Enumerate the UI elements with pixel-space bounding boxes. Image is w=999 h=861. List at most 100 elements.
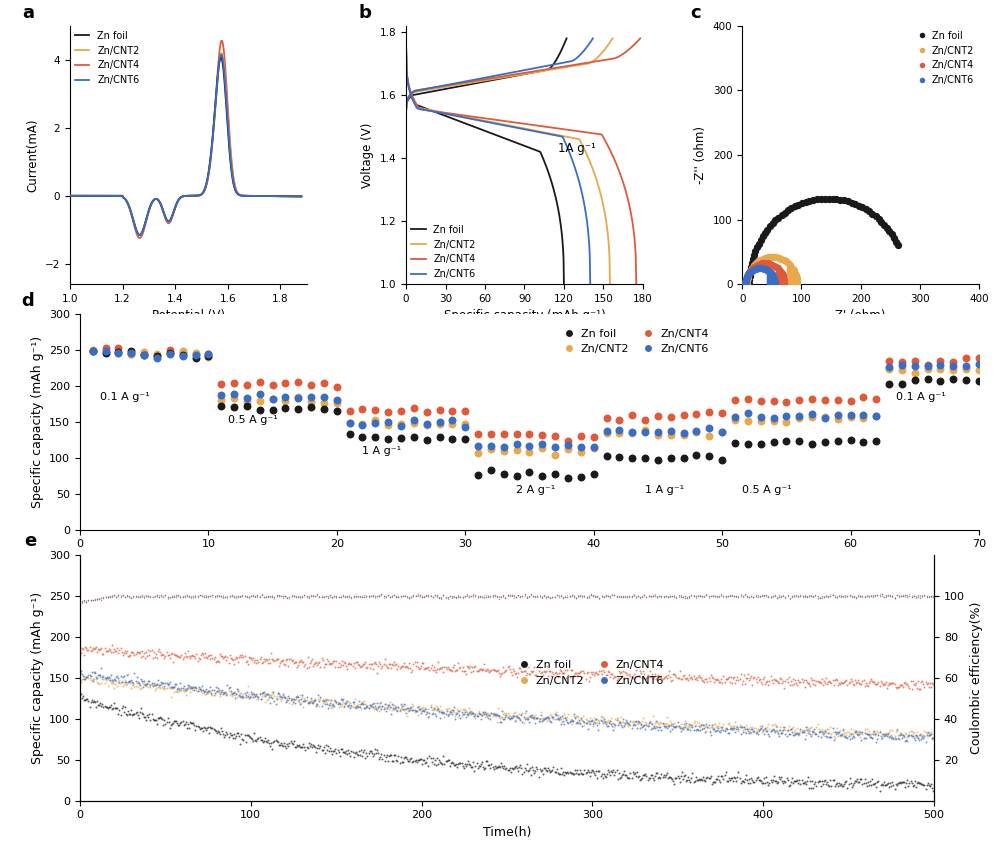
Point — [660, 668, 676, 682]
Point — [458, 759, 474, 773]
Point — [199, 651, 215, 665]
Point — [100, 678, 116, 692]
Point — [282, 691, 298, 705]
Point — [654, 717, 670, 731]
Point — [568, 666, 584, 680]
Point — [752, 773, 768, 787]
Point — [880, 589, 896, 603]
Point — [679, 591, 695, 604]
Point — [124, 675, 140, 689]
Point — [334, 742, 350, 756]
Point — [423, 588, 439, 602]
Point — [752, 253, 768, 267]
Point — [395, 702, 411, 715]
Point — [166, 684, 182, 698]
Point — [136, 677, 152, 691]
Point — [349, 746, 365, 760]
Point — [220, 592, 236, 605]
Point — [610, 665, 626, 678]
Point — [503, 588, 519, 602]
Point — [327, 590, 343, 604]
Point — [805, 725, 821, 739]
Point — [748, 257, 764, 270]
Point — [624, 765, 640, 778]
Point — [320, 591, 336, 604]
Point — [688, 425, 704, 439]
Point — [853, 726, 869, 740]
Point — [502, 711, 518, 725]
Text: 0.5 A g⁻¹: 0.5 A g⁻¹ — [742, 485, 792, 495]
Point — [560, 471, 576, 485]
Point — [523, 587, 539, 601]
Point — [692, 773, 708, 787]
Point — [265, 392, 281, 406]
Point — [741, 591, 757, 604]
Point — [893, 589, 909, 603]
Point — [510, 588, 526, 602]
Point — [593, 667, 609, 681]
Point — [825, 734, 841, 747]
Point — [842, 411, 858, 424]
Point — [895, 588, 911, 602]
Point — [924, 782, 940, 796]
Point — [357, 743, 373, 757]
Point — [685, 589, 701, 603]
Point — [829, 589, 845, 603]
Point — [516, 706, 532, 720]
Point — [452, 660, 468, 674]
Point — [520, 590, 536, 604]
Point — [782, 728, 798, 741]
Point — [220, 650, 236, 664]
Point — [494, 589, 509, 603]
Point — [491, 590, 506, 604]
Point — [301, 696, 317, 709]
Point — [734, 591, 750, 604]
Point — [487, 588, 502, 602]
Point — [423, 589, 439, 603]
Point — [238, 734, 254, 748]
Point — [656, 770, 672, 784]
Point — [518, 589, 534, 603]
Point — [140, 587, 156, 601]
Point — [673, 765, 689, 779]
Point — [289, 691, 305, 704]
Point — [206, 722, 222, 735]
Point — [597, 716, 613, 730]
Point — [218, 649, 234, 663]
Point — [72, 596, 88, 610]
Point — [829, 725, 845, 739]
Point — [538, 710, 554, 724]
Point — [809, 673, 825, 687]
Point — [912, 588, 928, 602]
Point — [859, 778, 875, 792]
Point — [550, 713, 566, 727]
Point — [117, 591, 133, 604]
Point — [420, 660, 436, 674]
Point — [316, 694, 332, 708]
Point — [776, 277, 792, 291]
Point — [319, 743, 335, 757]
Point — [910, 589, 926, 603]
Point — [129, 677, 145, 691]
Point — [384, 703, 400, 717]
Point — [634, 591, 650, 604]
Point — [733, 678, 749, 691]
Point — [869, 776, 885, 790]
Point — [181, 679, 197, 693]
Point — [98, 671, 114, 684]
Point — [76, 594, 92, 608]
Point — [98, 341, 114, 355]
Point — [560, 438, 576, 452]
Point — [604, 765, 620, 779]
Point — [503, 589, 519, 603]
Point — [363, 657, 379, 671]
Point — [843, 195, 859, 209]
Point — [459, 588, 475, 602]
Point — [548, 588, 564, 602]
Point — [571, 714, 587, 728]
Point — [85, 593, 101, 607]
Point — [572, 589, 588, 603]
Point — [250, 733, 266, 746]
Point — [338, 694, 354, 708]
Point — [504, 662, 520, 676]
